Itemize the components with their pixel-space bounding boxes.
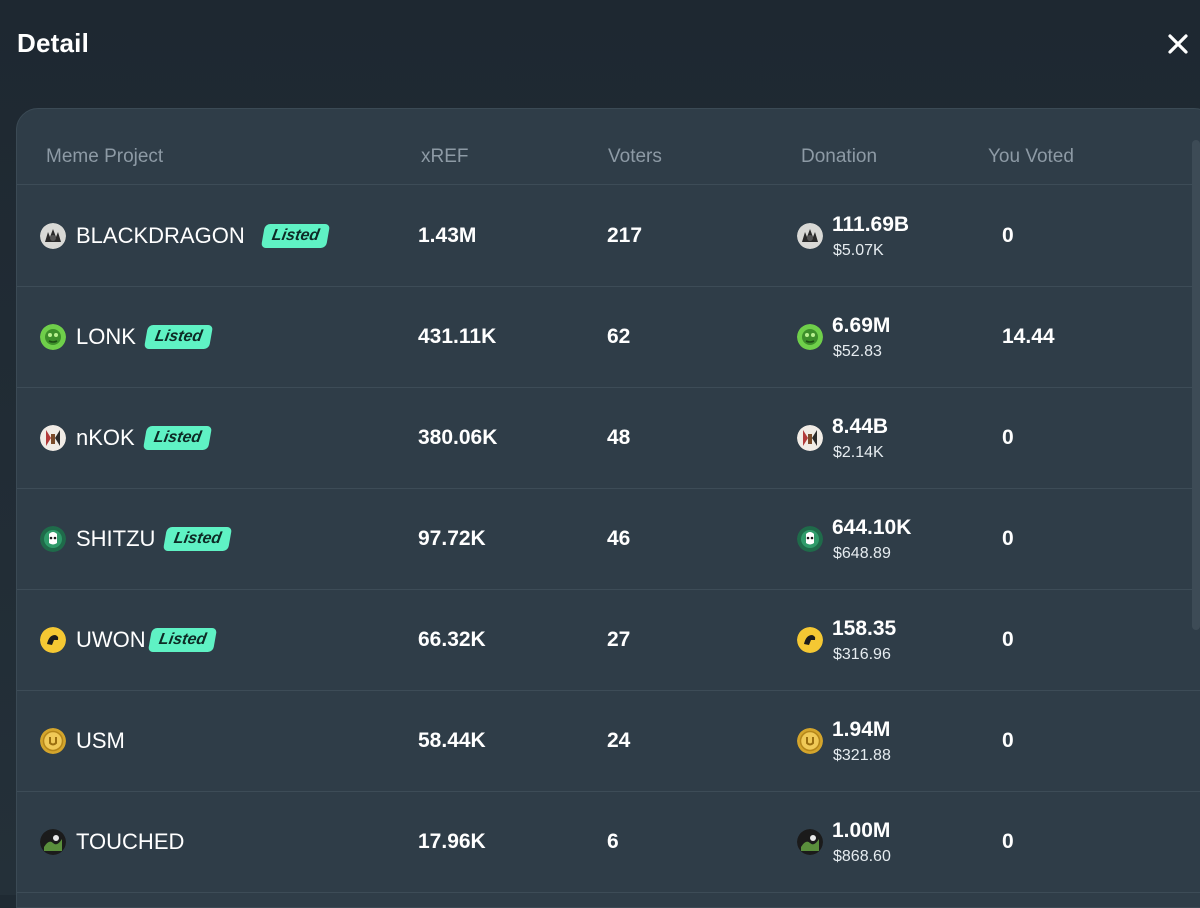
donation-usd: $52.83 <box>833 343 882 360</box>
uwon-icon <box>40 627 66 653</box>
listed-badge: Listed <box>147 628 218 652</box>
table-row[interactable]: USM 58.44K 24 1.94M $321.88 0 <box>17 691 1200 792</box>
donation-amount: 8.44B <box>832 415 889 438</box>
donation-amount: 1.94M <box>832 718 891 741</box>
modal-title: Detail <box>17 28 90 58</box>
close-icon <box>1168 34 1188 54</box>
touched-icon <box>797 829 823 855</box>
close-button[interactable] <box>1166 32 1190 56</box>
votes-table: Meme Project xREF Voters Donation You Vo… <box>16 108 1200 908</box>
table-row[interactable]: UWON Listed 66.32K 27 158.35 $316.96 0 <box>17 590 1200 691</box>
donation-amount: 1.00M <box>832 819 891 842</box>
voters-value: 48 <box>607 426 631 449</box>
you-voted-value: 0 <box>1002 729 1014 752</box>
voters-value: 62 <box>607 325 631 348</box>
xref-value: 66.32K <box>418 628 486 651</box>
nkok-icon <box>40 425 66 451</box>
lonk-icon <box>797 324 823 350</box>
you-voted-value: 0 <box>1002 527 1014 550</box>
scrollbar[interactable] <box>1192 140 1200 630</box>
uwon-icon <box>797 627 823 653</box>
xref-value: 1.43M <box>418 224 477 247</box>
header-meme-project: Meme Project <box>46 146 164 167</box>
listed-badge: Listed <box>162 527 233 551</box>
nkok-icon <box>797 425 823 451</box>
header-voters: Voters <box>608 146 662 167</box>
xref-value: 97.72K <box>418 527 486 550</box>
usm-icon <box>40 728 66 754</box>
donation-amount: 111.69B <box>832 213 910 236</box>
table-row[interactable]: SHITZU Listed 97.72K 46 644.10K $648.89 0 <box>17 489 1200 590</box>
header-donation: Donation <box>801 146 878 167</box>
donation-usd: $321.88 <box>833 747 891 764</box>
you-voted-value: 0 <box>1002 628 1014 651</box>
table-row[interactable]: BLACKDRAGON Listed 1.43M 217 111.69B $5.07K 0 <box>17 186 1200 287</box>
blackdragon-icon <box>797 223 823 249</box>
donation-amount: 644.10K <box>832 516 912 539</box>
voters-value: 46 <box>607 527 631 550</box>
project-name: USM <box>76 728 125 753</box>
table-header: Meme Project xREF Voters Donation You Vo… <box>17 109 1200 185</box>
table-row[interactable]: TOUCHED 17.96K 6 1.00M $868.60 0 <box>17 792 1200 893</box>
project-name: nKOK <box>76 425 135 450</box>
touched-icon <box>40 829 66 855</box>
donation-usd: $868.60 <box>833 848 891 865</box>
listed-badge: Listed <box>143 325 214 349</box>
listed-badge: Listed <box>142 426 213 450</box>
project-name: BLACKDRAGON <box>76 223 245 248</box>
header-xref: xREF <box>421 146 469 167</box>
donation-usd: $648.89 <box>833 545 891 562</box>
header-you-voted: You Voted <box>988 146 1074 167</box>
blackdragon-icon <box>40 223 66 249</box>
xref-value: 17.96K <box>418 830 486 853</box>
voters-value: 27 <box>607 628 631 651</box>
you-voted-value: 0 <box>1002 830 1014 853</box>
lonk-icon <box>40 324 66 350</box>
shitzu-icon <box>797 526 823 552</box>
project-name: UWON <box>76 627 146 652</box>
listed-badge: Listed <box>260 224 331 248</box>
voters-value: 6 <box>607 830 619 853</box>
donation-amount: 158.35 <box>832 617 897 640</box>
table-row[interactable]: LONK Listed 431.11K 62 6.69M $52.83 14.44 <box>17 287 1200 388</box>
project-name: SHITZU <box>76 526 156 551</box>
you-voted-value: 0 <box>1002 224 1014 247</box>
shitzu-icon <box>40 526 66 552</box>
usm-icon <box>797 728 823 754</box>
you-voted-value: 0 <box>1002 426 1014 449</box>
table-row[interactable]: nKOK Listed 380.06K 48 8.44B $2.14K 0 <box>17 388 1200 489</box>
xref-value: 380.06K <box>418 426 498 449</box>
donation-amount: 6.69M <box>832 314 891 337</box>
voters-value: 217 <box>607 224 643 247</box>
project-name: TOUCHED <box>76 829 185 854</box>
project-name: LONK <box>76 324 136 349</box>
you-voted-value: 14.44 <box>1002 325 1055 348</box>
donation-usd: $2.14K <box>833 444 884 461</box>
xref-value: 431.11K <box>418 325 497 348</box>
voters-value: 24 <box>607 729 631 752</box>
xref-value: 58.44K <box>418 729 486 752</box>
donation-usd: $316.96 <box>833 646 891 663</box>
donation-usd: $5.07K <box>833 242 884 259</box>
